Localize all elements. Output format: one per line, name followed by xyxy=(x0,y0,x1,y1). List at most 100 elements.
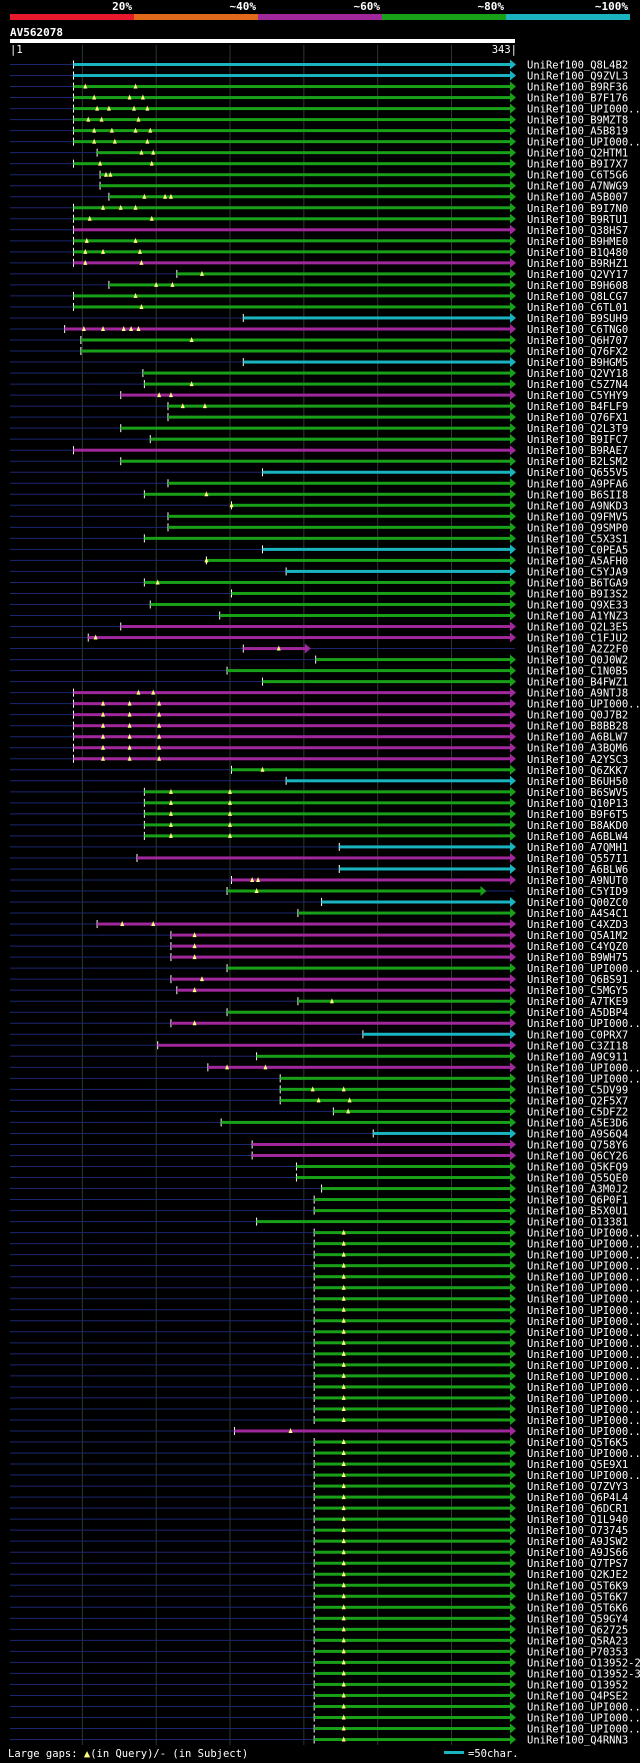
hit-label[interactable]: UniRef100_A9NUT0 xyxy=(527,875,628,887)
hit-row[interactable]: UniRef100_Q0J0W2 xyxy=(10,654,628,667)
hit-label[interactable]: UniRef100_A9NTJ8 xyxy=(527,688,628,700)
hit-row[interactable]: UniRef100_UPI000.. xyxy=(10,1260,640,1273)
hit-row[interactable]: UniRef100_Q5T6K5 xyxy=(10,1437,628,1449)
hit-row[interactable]: UniRef100_Q0J7B2 xyxy=(10,709,628,722)
hit-label[interactable]: UniRef100_Q62725 xyxy=(527,1624,628,1636)
hit-label[interactable]: UniRef100_UPI000.. xyxy=(527,963,640,975)
hit-label[interactable]: UniRef100_Q6H707 xyxy=(527,335,628,347)
hit-label[interactable]: UniRef100_B6SII8 xyxy=(527,489,628,501)
hit-label[interactable]: UniRef100_UPI000.. xyxy=(527,104,640,116)
hit-row[interactable]: UniRef100_UPI000.. xyxy=(10,1403,640,1416)
hit-row[interactable]: UniRef100_A5B007 xyxy=(10,191,628,204)
hit-label[interactable]: UniRef100_UPI000.. xyxy=(527,1316,640,1328)
hit-row[interactable]: UniRef100_B9HGM5 xyxy=(10,357,628,369)
hit-label[interactable]: UniRef100_B9RAE7 xyxy=(527,445,628,457)
hit-row[interactable]: UniRef100_UPI000.. xyxy=(10,1448,640,1460)
hit-label[interactable]: UniRef100_Q38HS7 xyxy=(527,225,628,237)
hit-row[interactable]: UniRef100_UPI000.. xyxy=(10,963,640,975)
hit-label[interactable]: UniRef100_C6TNG0 xyxy=(527,324,628,336)
hit-label[interactable]: UniRef100_A7QMH1 xyxy=(527,842,628,854)
hit-label[interactable]: UniRef100_A2YSC3 xyxy=(527,754,628,766)
hit-row[interactable]: UniRef100_Q10P13 xyxy=(10,797,628,810)
hit-label[interactable]: UniRef100_B9F6T5 xyxy=(527,809,628,821)
hit-row[interactable]: UniRef100_B6SII8 xyxy=(10,489,628,501)
hit-label[interactable]: UniRef100_Q6P4L4 xyxy=(527,1492,628,1504)
hit-row[interactable]: UniRef100_Q5T6K9 xyxy=(10,1580,628,1592)
hit-label[interactable]: UniRef100_Q7TPS7 xyxy=(527,1558,628,1570)
hit-row[interactable]: UniRef100_A9S6Q4 xyxy=(10,1128,628,1140)
hit-label[interactable]: UniRef100_Q6ZKK7 xyxy=(527,765,628,777)
hit-label[interactable]: UniRef100_C4XZD3 xyxy=(527,919,628,931)
hit-label[interactable]: UniRef100_C5Z7N4 xyxy=(527,379,628,391)
hit-label[interactable]: UniRef100_A6BLW4 xyxy=(527,831,628,843)
hit-row[interactable]: UniRef100_Q4RNN3 xyxy=(10,1734,628,1747)
hit-row[interactable]: UniRef100_UPI000.. xyxy=(10,1018,640,1030)
hit-label[interactable]: UniRef100_C6TL01 xyxy=(527,302,628,314)
hit-label[interactable]: UniRef100_Q9SMP0 xyxy=(527,522,628,534)
hit-label[interactable]: UniRef100_C0PRX7 xyxy=(527,1029,628,1041)
hit-row[interactable]: UniRef100_C3ZI18 xyxy=(10,1040,628,1052)
hit-row[interactable]: UniRef100_Q2HTM1 xyxy=(10,147,628,160)
hit-row[interactable]: UniRef100_UPI000.. xyxy=(10,1414,640,1427)
hit-label[interactable]: UniRef100_P70353 xyxy=(527,1646,628,1658)
hit-row[interactable]: UniRef100_C5MGY5 xyxy=(10,985,628,997)
hit-row[interactable]: UniRef100_A7TKE9 xyxy=(10,996,628,1008)
hit-row[interactable]: UniRef100_A5AFH0 xyxy=(10,555,628,567)
hit-row[interactable]: UniRef100_Q00ZC0 xyxy=(10,897,628,909)
hit-label[interactable]: UniRef100_Q2VY17 xyxy=(527,269,628,281)
hit-row[interactable]: UniRef100_B6TGA9 xyxy=(10,577,628,589)
hit-label[interactable]: UniRef100_A7TKE9 xyxy=(527,996,628,1008)
hit-row[interactable]: UniRef100_UPI000.. xyxy=(10,136,640,149)
hit-row[interactable]: UniRef100_Q5T6K6 xyxy=(10,1602,628,1614)
hit-label[interactable]: UniRef100_UPI000.. xyxy=(527,1713,640,1725)
hit-row[interactable]: UniRef100_B6SWV5 xyxy=(10,786,628,799)
hit-row[interactable]: UniRef100_Q5RA23 xyxy=(10,1635,628,1647)
hit-label[interactable]: UniRef100_A9S6Q4 xyxy=(527,1128,628,1140)
hit-row[interactable]: UniRef100_UPI000.. xyxy=(10,1425,640,1438)
hit-row[interactable]: UniRef100_B9MZT8 xyxy=(10,114,628,127)
hit-label[interactable]: UniRef100_Q6DCR1 xyxy=(527,1503,628,1515)
hit-label[interactable]: UniRef100_UPI000.. xyxy=(527,1382,640,1394)
hit-row[interactable]: UniRef100_C6TNG0 xyxy=(10,323,628,336)
hit-label[interactable]: UniRef100_Q8LCG7 xyxy=(527,291,628,303)
hit-row[interactable]: UniRef100_A9JSW2 xyxy=(10,1536,628,1548)
hit-row[interactable]: UniRef100_C5YID9 xyxy=(10,886,628,898)
hit-row[interactable]: UniRef100_UPI000.. xyxy=(10,1701,640,1713)
hit-label[interactable]: UniRef100_B9RHZ1 xyxy=(527,258,628,270)
hit-label[interactable]: UniRef100_Q5KFQ9 xyxy=(527,1162,628,1174)
hit-row[interactable]: UniRef100_Q758Y6 xyxy=(10,1139,628,1151)
hit-row[interactable]: UniRef100_A5E3D6 xyxy=(10,1117,628,1129)
hit-label[interactable]: UniRef100_Q8L4B2 xyxy=(527,60,628,72)
hit-label[interactable]: UniRef100_Q557I1 xyxy=(527,853,628,865)
hit-label[interactable]: UniRef100_Q2F5X7 xyxy=(527,1095,628,1107)
hit-label[interactable]: UniRef100_UPI000.. xyxy=(527,137,640,149)
hit-label[interactable]: UniRef100_C5DFZ2 xyxy=(527,1106,628,1118)
hit-label[interactable]: UniRef100_Q9ZVL3 xyxy=(527,71,628,83)
hit-label[interactable]: UniRef100_B9RTU1 xyxy=(527,214,628,226)
hit-row[interactable]: UniRef100_Q7TPS7 xyxy=(10,1558,628,1570)
hit-label[interactable]: UniRef100_Q6P0F1 xyxy=(527,1195,628,1207)
hit-row[interactable]: UniRef100_A9NKD3 xyxy=(10,500,628,512)
hit-row[interactable]: UniRef100_A1YNZ3 xyxy=(10,610,628,623)
hit-row[interactable]: UniRef100_Q557I1 xyxy=(10,852,628,865)
hit-row[interactable]: UniRef100_O13952 xyxy=(10,1679,628,1691)
hit-label[interactable]: UniRef100_UPI000.. xyxy=(527,1426,640,1438)
hit-label[interactable]: UniRef100_O13952-2 xyxy=(527,1657,640,1669)
hit-row[interactable]: UniRef100_Q2L3E5 xyxy=(10,621,628,634)
hit-row[interactable]: UniRef100_B4FWZ1 xyxy=(10,676,628,689)
hit-label[interactable]: UniRef100_A5E3D6 xyxy=(527,1117,628,1129)
hit-row[interactable]: UniRef100_C4YQZ0 xyxy=(10,941,628,953)
hit-label[interactable]: UniRef100_A9NKD3 xyxy=(527,500,628,512)
hit-label[interactable]: UniRef100_C3ZI18 xyxy=(527,1040,628,1052)
hit-row[interactable]: UniRef100_O73745 xyxy=(10,1525,628,1537)
hit-label[interactable]: UniRef100_Q10P13 xyxy=(527,798,628,810)
hit-label[interactable]: UniRef100_UPI000.. xyxy=(527,1404,640,1416)
hit-row[interactable]: UniRef100_Q9XE33 xyxy=(10,599,628,611)
hit-row[interactable]: UniRef100_C0PEA5 xyxy=(10,544,628,556)
hit-label[interactable]: UniRef100_Q5T6K5 xyxy=(527,1437,628,1449)
hit-row[interactable]: UniRef100_UPI000.. xyxy=(10,1723,640,1736)
hit-row[interactable]: UniRef100_Q2KJE2 xyxy=(10,1569,628,1581)
hit-label[interactable]: UniRef100_UPI000.. xyxy=(527,699,640,711)
hit-row[interactable]: UniRef100_UPI000.. xyxy=(10,1271,640,1284)
hit-row[interactable]: UniRef100_A9C911 xyxy=(10,1051,628,1063)
